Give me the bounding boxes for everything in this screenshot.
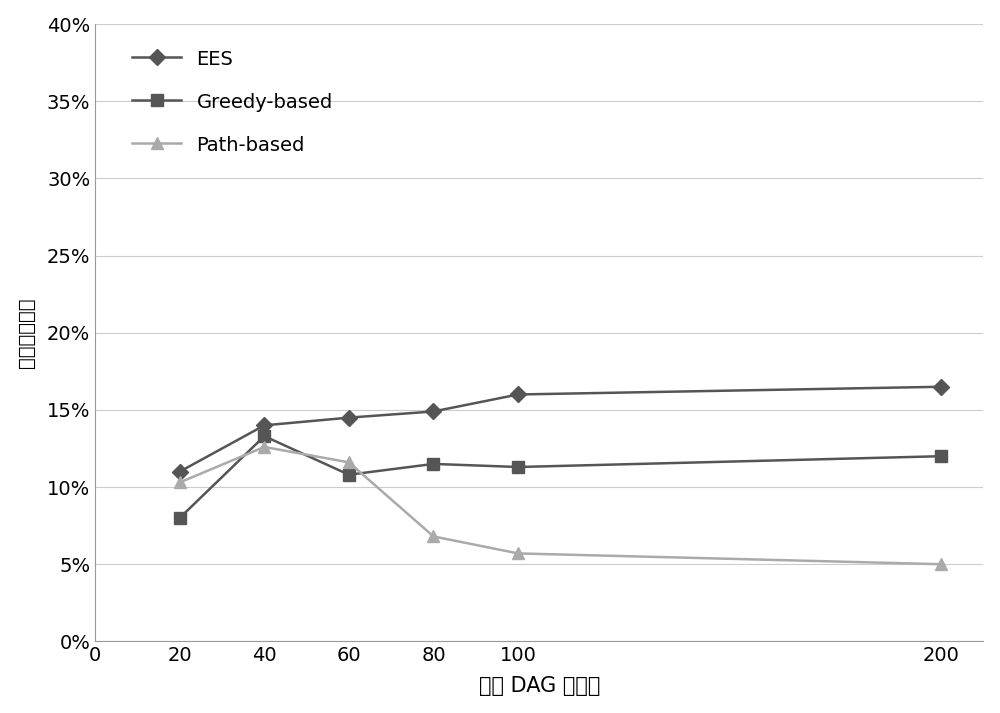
- Path-based: [427, 532, 439, 540]
- EES: [427, 407, 439, 416]
- Greedy-based: [343, 471, 355, 479]
- Path-based: [258, 443, 270, 451]
- Path-based: [935, 560, 947, 568]
- Path-based: [174, 478, 186, 487]
- Line: EES: EES: [174, 381, 947, 477]
- EES: [258, 421, 270, 430]
- Line: Path-based: Path-based: [174, 441, 947, 570]
- Greedy-based: [427, 460, 439, 468]
- Legend: EES, Greedy-based, Path-based: EES, Greedy-based, Path-based: [123, 40, 342, 164]
- Path-based: [512, 549, 524, 558]
- X-axis label: 随朼 DAG 工作流: 随朼 DAG 工作流: [479, 677, 600, 697]
- EES: [512, 390, 524, 399]
- EES: [343, 414, 355, 422]
- EES: [935, 382, 947, 391]
- Greedy-based: [512, 463, 524, 471]
- Greedy-based: [258, 432, 270, 441]
- Greedy-based: [935, 452, 947, 461]
- EES: [174, 467, 186, 476]
- Path-based: [343, 458, 355, 466]
- Greedy-based: [174, 513, 186, 522]
- Y-axis label: 电能节省比例: 电能节省比例: [17, 297, 36, 368]
- Line: Greedy-based: Greedy-based: [174, 431, 947, 523]
